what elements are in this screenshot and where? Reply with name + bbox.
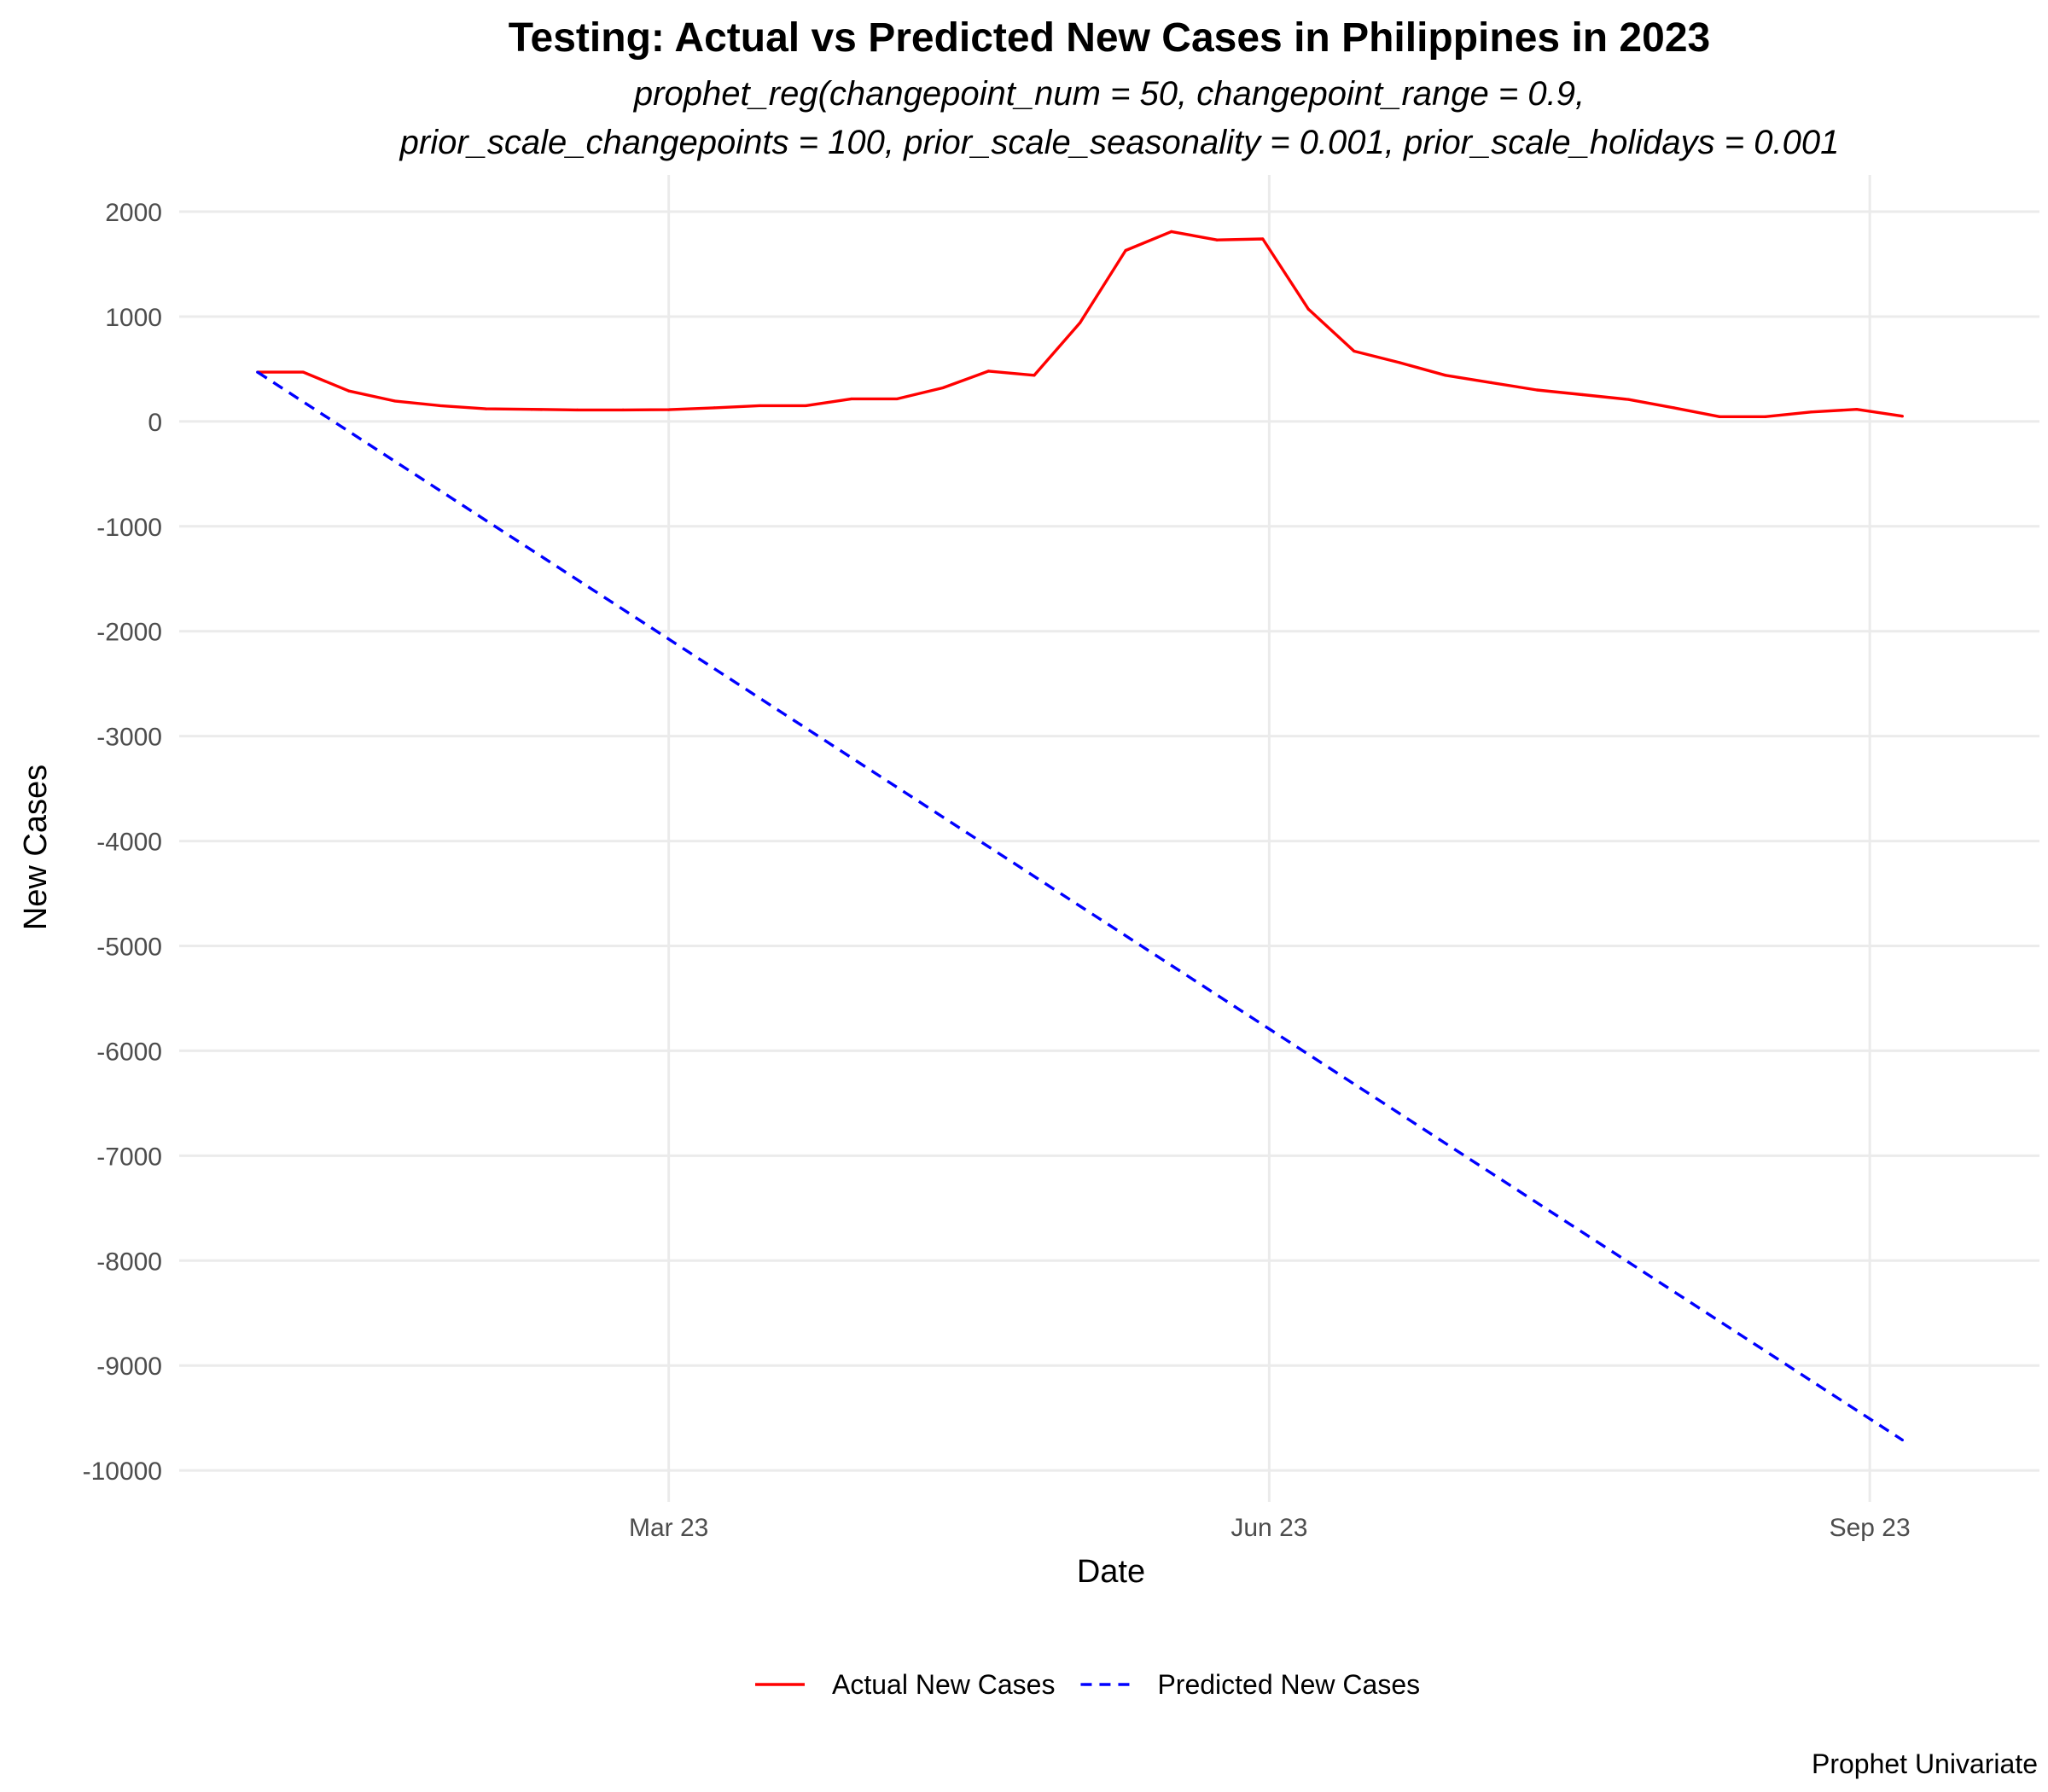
y-tick-label: -9000 bbox=[96, 1353, 162, 1381]
y-tick-label: -4000 bbox=[96, 829, 162, 857]
actual-new-cases-point bbox=[1900, 415, 1904, 418]
actual-new-cases-point bbox=[1353, 349, 1356, 353]
actual-new-cases-point bbox=[895, 397, 899, 401]
legend-label-actual-new-cases: Actual New Cases bbox=[832, 1669, 1055, 1700]
y-tick-label: 2000 bbox=[105, 199, 162, 227]
actual-new-cases-point bbox=[301, 370, 305, 374]
actual-new-cases-point bbox=[1580, 393, 1585, 397]
predicted-new-cases-point bbox=[256, 370, 259, 374]
actual-new-cases-point bbox=[1626, 398, 1630, 401]
actual-new-cases-point bbox=[713, 406, 716, 410]
x-tick-label: Jun 23 bbox=[1231, 1514, 1307, 1542]
actual-new-cases-point bbox=[1535, 388, 1539, 392]
x-axis-title: Date bbox=[1077, 1554, 1145, 1590]
actual-new-cases-point bbox=[530, 408, 533, 411]
y-tick-label: -6000 bbox=[96, 1038, 162, 1066]
y-axis-title: New Cases bbox=[18, 765, 54, 930]
actual-new-cases-point bbox=[986, 369, 991, 373]
chart-subtitle-line-1: prophet_reg(changepoint_num = 50, change… bbox=[633, 75, 1585, 113]
y-tick-label: 1000 bbox=[105, 304, 162, 332]
actual-new-cases-point bbox=[667, 408, 671, 411]
chart-title: Testing: Actual vs Predicted New Cases i… bbox=[509, 15, 1710, 61]
actual-new-cases-point bbox=[621, 408, 625, 411]
x-axis-ticks: Mar 23 Jun 23 Sep 23 bbox=[629, 1514, 1911, 1542]
y-tick-label: -7000 bbox=[96, 1143, 162, 1171]
y-axis-ticks: 2000 1000 0 -1000 -2000 -3000 -4000 -5000 -6000 -… bbox=[83, 199, 162, 1486]
actual-new-cases-point bbox=[1261, 237, 1265, 241]
actual-new-cases-point bbox=[1718, 415, 1721, 418]
actual-new-cases-point bbox=[1170, 230, 1173, 233]
actual-new-cases-point bbox=[1855, 408, 1859, 411]
actual-new-cases-point bbox=[1809, 410, 1812, 414]
predicted-new-cases-line bbox=[256, 370, 1904, 1441]
y-tick-label: -8000 bbox=[96, 1248, 162, 1276]
chart-subtitle-line-2: prior_scale_changepoints = 100, prior_sc… bbox=[399, 124, 1840, 161]
legend: Actual New Cases Predicted New Cases bbox=[755, 1669, 1420, 1700]
chart-caption: Prophet Univariate bbox=[1812, 1748, 2038, 1779]
actual-new-cases-point bbox=[1764, 415, 1767, 418]
x-tick-label: Sep 23 bbox=[1830, 1514, 1911, 1542]
y-tick-label: -5000 bbox=[96, 933, 162, 961]
actual-new-cases-point bbox=[439, 404, 442, 408]
actual-new-cases-point bbox=[1306, 307, 1310, 311]
actual-new-cases-point bbox=[1398, 361, 1401, 364]
actual-new-cases-point bbox=[1444, 374, 1447, 377]
actual-new-cases-point bbox=[759, 404, 762, 408]
y-tick-label: 0 bbox=[148, 409, 162, 437]
actual-new-cases-point bbox=[347, 389, 351, 393]
actual-new-cases-point bbox=[1124, 248, 1127, 253]
actual-new-cases-point bbox=[941, 386, 945, 390]
actual-new-cases-point bbox=[575, 408, 579, 411]
actual-new-cases-point bbox=[484, 407, 488, 410]
actual-new-cases-point bbox=[1215, 238, 1219, 241]
y-tick-label: -2000 bbox=[96, 619, 162, 647]
actual-new-cases-point bbox=[850, 397, 853, 401]
actual-new-cases-point bbox=[1078, 321, 1082, 324]
x-tick-label: Mar 23 bbox=[629, 1514, 708, 1542]
actual-new-cases-point bbox=[804, 404, 807, 408]
y-tick-label: -1000 bbox=[96, 514, 162, 542]
series-layer bbox=[256, 230, 1904, 1442]
predicted-new-cases-point bbox=[1900, 1438, 1904, 1442]
actual-new-cases-point bbox=[1673, 406, 1676, 410]
y-tick-label: -10000 bbox=[83, 1457, 162, 1486]
actual-new-cases-point bbox=[1489, 381, 1493, 384]
gridlines bbox=[179, 175, 2039, 1502]
actual-new-cases-point bbox=[1033, 374, 1036, 377]
legend-label-predicted-new-cases: Predicted New Cases bbox=[1157, 1669, 1420, 1700]
y-tick-label: -3000 bbox=[96, 724, 162, 752]
actual-new-cases-point bbox=[393, 399, 397, 403]
